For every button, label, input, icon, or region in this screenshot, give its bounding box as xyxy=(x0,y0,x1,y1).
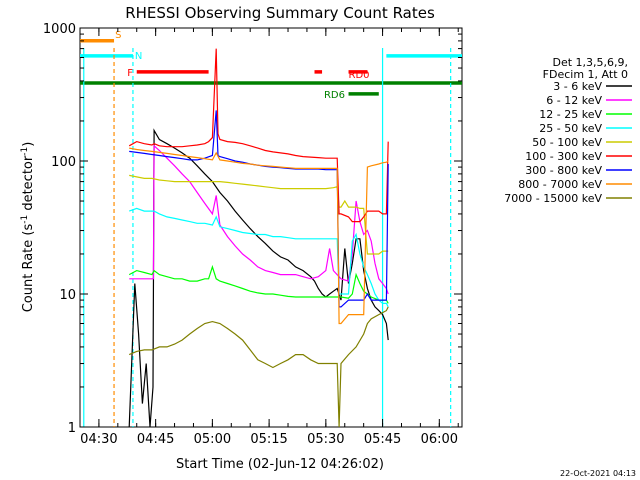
series-line xyxy=(129,110,389,308)
chart-title: RHESSI Observing Summary Count Rates xyxy=(125,4,435,22)
legend-label: 25 - 50 keV xyxy=(539,122,602,135)
legend-label: 3 - 6 keV xyxy=(553,80,602,93)
x-tick-label: 04:30 xyxy=(80,432,117,447)
flag-label: RD0 xyxy=(349,70,370,81)
flag-label: RD6 xyxy=(324,90,345,101)
legend-label: 300 - 800 keV xyxy=(525,164,602,177)
legend-label: 12 - 25 keV xyxy=(539,108,602,121)
x-axis-label: Start Time (02-Jun-12 04:26:02) xyxy=(176,457,384,472)
x-tick-label: 06:00 xyxy=(421,432,458,447)
y-tick-label: 10 xyxy=(59,288,76,303)
x-tick-label: 05:30 xyxy=(307,432,344,447)
axes: 04:30 04:45 05:00 05:15 05:30 05:45 06:00 1 10 10… xyxy=(43,22,462,447)
flag-label: S xyxy=(115,30,121,41)
series-line xyxy=(128,128,389,428)
legend-label: 50 - 100 keV xyxy=(532,136,602,149)
x-tick-label: 04:45 xyxy=(137,432,174,447)
plot-area xyxy=(79,27,463,428)
flag-bars: S NF RD0 RD6 xyxy=(80,30,462,101)
legend: Det 1,3,5,6,9,FDecim 1, Att 03 - 6 keV6 … xyxy=(504,56,632,205)
series-line xyxy=(128,207,389,308)
legend-label: 800 - 7000 keV xyxy=(518,178,602,191)
y-tick-label: 1 xyxy=(68,421,76,436)
y-tick-label: 1000 xyxy=(43,22,76,37)
flag-label: N xyxy=(135,51,142,62)
vertical-markers xyxy=(83,48,452,427)
flag-label: F xyxy=(127,68,133,79)
plot-border xyxy=(79,27,463,428)
series-line xyxy=(129,147,389,325)
y-axis-label: Count Rate (s-1 detector-1) xyxy=(20,142,36,313)
legend-header: Det 1,3,5,6,9, xyxy=(552,56,628,69)
series-line xyxy=(129,174,389,255)
y-tick-label: 100 xyxy=(51,155,76,170)
data-series xyxy=(128,48,389,428)
legend-label: 100 - 300 keV xyxy=(525,150,602,163)
series-line xyxy=(128,48,389,223)
timestamp: 22-Oct-2021 04:13 xyxy=(560,469,636,478)
legend-header: FDecim 1, Att 0 xyxy=(543,68,628,81)
series-line xyxy=(128,306,389,428)
series-line xyxy=(128,264,389,304)
x-tick-label: 05:00 xyxy=(194,432,231,447)
legend-label: 7000 - 15000 keV xyxy=(504,192,602,205)
x-tick-label: 05:45 xyxy=(364,432,401,447)
legend-label: 6 - 12 keV xyxy=(546,94,602,107)
series-line xyxy=(129,144,389,295)
x-tick-label: 05:15 xyxy=(250,432,287,447)
